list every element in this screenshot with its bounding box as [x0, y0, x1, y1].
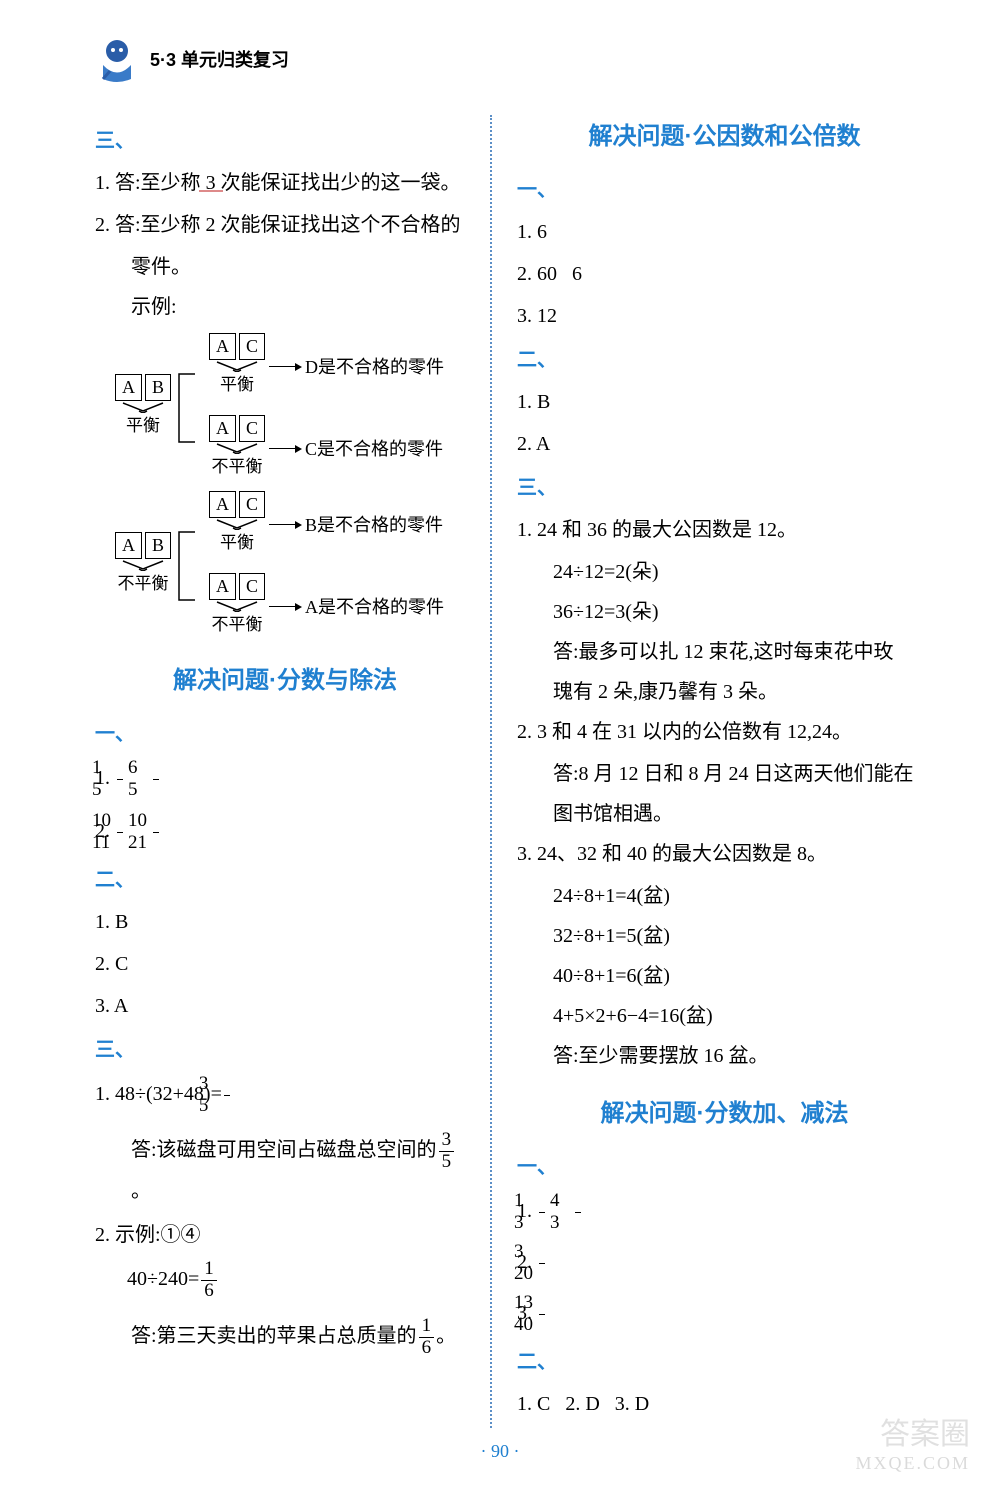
mascot-icon	[95, 35, 140, 85]
answer-line: 答:8 月 12 日和 8 月 24 日这两天他们能在	[517, 756, 932, 792]
answer-line: 40÷240=16	[91, 1259, 475, 1302]
balance-diagram: AB 不平衡 AC 平衡 B是不合格的零件	[115, 491, 475, 641]
answer-item: 2. 60 6	[517, 256, 932, 292]
answer-item: 1. 13 43	[517, 1191, 932, 1234]
answer-item: 3. 1340	[517, 1293, 932, 1336]
result-text: A是不合格的零件	[305, 591, 444, 623]
answer-line: 24÷8+1=4(盆)	[517, 878, 932, 914]
answer-item: 3. 12	[517, 298, 932, 334]
answer-line: 32÷8+1=5(盆)	[517, 918, 932, 954]
answer-item: 1. 15 65	[95, 758, 475, 801]
answer-line: 4+5×2+6−4=16(盆)	[517, 998, 932, 1034]
right-column: 解决问题·公因数和公倍数 一、 1. 6 2. 60 6 3. 12 二、 1.…	[492, 115, 932, 1428]
answer-line: 答:至少需要摆放 16 盆。	[517, 1038, 932, 1074]
section-title: 解决问题·分数与除法	[95, 659, 475, 702]
answer-item: 1. 48÷(32+48)=35	[95, 1074, 475, 1117]
answer-item: 1. B	[95, 904, 475, 940]
answer-item: 2. 答:至少称 2 次能保证找出这个不合格的	[95, 207, 475, 243]
answer-item: 2. 3 和 4 在 31 以内的公倍数有 12,24。	[517, 714, 932, 750]
answer-item: 1. 6	[517, 214, 932, 250]
answer-item: 3. A	[95, 988, 475, 1024]
section-title: 解决问题·公因数和公倍数	[517, 115, 932, 158]
answer-line: 36÷12=3(朵)	[517, 594, 932, 630]
section-label: 二、	[517, 342, 932, 378]
answer-item: 2. A	[517, 426, 932, 462]
section-label: 一、	[95, 716, 475, 752]
balance-root: AB 不平衡	[115, 532, 171, 600]
answer-line: 答:第三天卖出的苹果占总质量的16。	[95, 1316, 475, 1359]
answer-item: 2. 320	[517, 1242, 932, 1285]
answer-line: 零件。	[95, 249, 475, 285]
section-label: 一、	[517, 172, 932, 208]
result-text: D是不合格的零件	[305, 351, 444, 383]
balance-diagram: AB 平衡 AC 平衡 D是不合格的零件	[115, 333, 475, 483]
left-column: 三、 1. 答:至少称 3 次能保证找出少的这一袋。 2. 答:至少称 2 次能…	[95, 115, 490, 1428]
balance-child: AC 平衡	[209, 333, 265, 401]
section-title: 解决问题·分数加、减法	[517, 1092, 932, 1135]
answer-item: 2. 示例:①④	[95, 1217, 475, 1253]
result-text: B是不合格的零件	[305, 509, 443, 541]
section-label: 三、	[95, 123, 475, 159]
section-label: 二、	[95, 862, 475, 898]
answer-line: 答:该磁盘可用空间占磁盘总空间的35。	[95, 1130, 475, 1209]
answer-line: 图书馆相遇。	[517, 796, 932, 832]
answer-item: 2. C	[95, 946, 475, 982]
answer-line: 瑰有 2 朵,康乃馨有 3 朵。	[517, 674, 932, 710]
answer-item: 1. 答:至少称 3 次能保证找出少的这一袋。	[95, 165, 475, 201]
balance-child: AC 平衡	[209, 491, 265, 559]
header-title: 5·3 单元归类复习	[150, 44, 289, 76]
section-label: 三、	[95, 1032, 475, 1068]
section-label: 二、	[517, 1344, 932, 1380]
answer-item: 1. B	[517, 384, 932, 420]
section-label: 一、	[517, 1149, 932, 1185]
page-header: 5·3 单元归类复习	[95, 35, 950, 85]
answer-item: 1. 24 和 36 的最大公因数是 12。	[517, 512, 932, 548]
balance-child: AC 不平衡	[209, 573, 265, 641]
answer-item: 2. 1011 1021	[95, 811, 475, 854]
balance-root: AB 平衡	[115, 374, 171, 442]
balance-child: AC 不平衡	[209, 415, 265, 483]
answer-line: 答:最多可以扎 12 束花,这时每束花中玫	[517, 634, 932, 670]
watermark-url: MXQE.COM	[855, 1447, 970, 1479]
answer-line: 示例:	[95, 289, 475, 325]
page-number: · 90 ·	[0, 1435, 1000, 1467]
result-text: C是不合格的零件	[305, 433, 443, 465]
answer-item: 1. C 2. D 3. D	[517, 1386, 932, 1422]
answer-line: 24÷12=2(朵)	[517, 554, 932, 590]
answer-item: 3. 24、32 和 40 的最大公因数是 8。	[517, 836, 932, 872]
content-columns: 三、 1. 答:至少称 3 次能保证找出少的这一袋。 2. 答:至少称 2 次能…	[95, 115, 950, 1428]
answer-line: 40÷8+1=6(盆)	[517, 958, 932, 994]
section-label: 三、	[517, 470, 932, 506]
